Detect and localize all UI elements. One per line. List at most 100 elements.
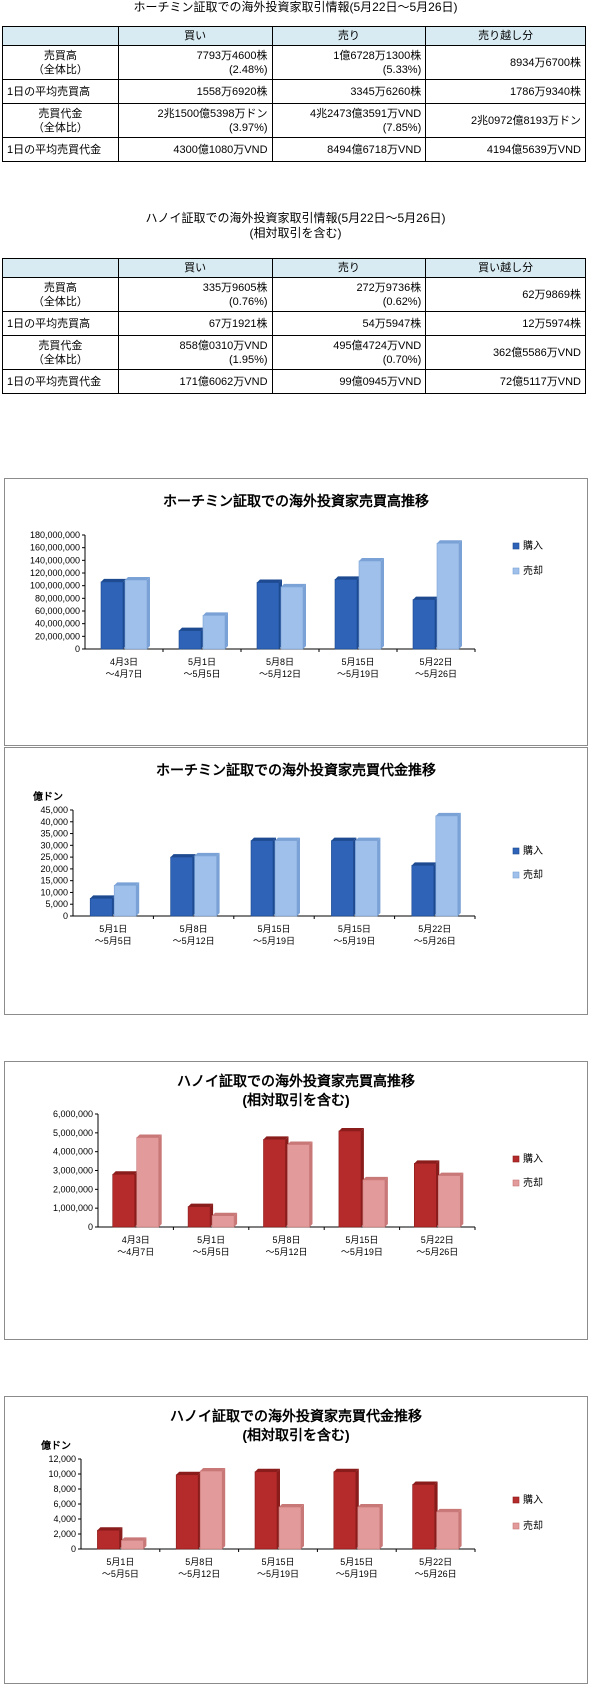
sell-bar-top — [287, 1141, 313, 1145]
hn-trade-table: 買い 売り 買い越し分 売買高 （全体比） 335万9605株 (0.76%) 272万97… — [2, 258, 586, 394]
legend-swatch — [512, 847, 520, 855]
x-category-label: ～5月5日 — [183, 669, 220, 679]
sell-bar-side — [143, 1537, 147, 1549]
y-tick-label: 0 — [71, 1544, 76, 1554]
sell-bar — [194, 855, 217, 917]
sell-bar-side — [381, 557, 384, 649]
sell-bar-side — [457, 812, 461, 916]
header-blank — [2, 258, 119, 278]
sell-bar-top — [125, 576, 150, 580]
sell-bar-side — [158, 1134, 162, 1227]
sell-cell: 272万9736株 (0.62%) — [271, 277, 427, 312]
sell-bar-side — [460, 1172, 464, 1227]
sell-bar-top — [362, 1176, 388, 1180]
hcm-value-chart: ホーチミン証取での海外投資家売買代金推移 0 5,000 10,000 15,000 2… — [4, 747, 588, 1015]
buy-value: 4300億1080万VND — [173, 143, 268, 156]
buy-value: (2.48%) — [229, 63, 268, 76]
table-header-row: 買い 売り 売り越し分 — [2, 26, 586, 46]
buy-bar — [413, 1163, 437, 1228]
column-header: 売り越し分 — [425, 26, 586, 46]
x-category-label: 5月15日 — [340, 1557, 373, 1567]
y-tick-label: 40,000 — [40, 817, 68, 827]
sell-bar-top — [357, 1504, 383, 1507]
y-tick-label: 1,000,000 — [53, 1203, 93, 1213]
row-label-line: 売買高 — [43, 281, 77, 294]
buy-bar-top — [335, 576, 360, 580]
legend-swatch — [512, 1155, 520, 1163]
buy-bar-top — [251, 837, 276, 841]
y-tick-label: 20,000 — [40, 864, 68, 874]
column-header: 売り — [271, 26, 427, 46]
sell-bar-top — [194, 852, 220, 856]
x-category-label: 5月15日 — [345, 1235, 378, 1245]
sell-bar — [199, 1470, 223, 1550]
buy-bar — [97, 1529, 120, 1550]
legend-swatch — [512, 567, 520, 575]
sell-bar-top — [114, 882, 140, 886]
hn-value-chart: ハノイ証取での海外投資家売買代金推移 (相対取引を含む) 0 2,000 4,000… — [4, 1396, 588, 1684]
x-category-label: ～5月19日 — [257, 1569, 299, 1579]
buy-value: 335万9605株 — [202, 281, 268, 294]
buy-bar-top — [170, 854, 196, 858]
row-label-line: 売買高 — [43, 49, 77, 62]
net-cell: 1786万9340株 — [425, 79, 586, 104]
x-category-label: 5月8日 — [180, 924, 208, 934]
buy-bar-top — [97, 1527, 123, 1531]
table-row: 売買高 （全体比） 7793万4600株 (2.48%) 1億6728万1300株 (5.… — [2, 45, 586, 80]
sell-bar — [278, 1506, 302, 1550]
x-category-label: 5月1日 — [188, 657, 216, 667]
sell-value: 3345万6260株 — [350, 85, 422, 98]
hcm-volume-chart: ホーチミン証取での海外投資家売買高推移 0 20,000,000 40,000,00… — [4, 478, 588, 746]
buy-bar-top — [338, 1127, 364, 1131]
row-label-line: 1日の平均売買高 — [7, 85, 91, 98]
buy-value: 7793万4600株 — [196, 49, 268, 62]
y-tick-label: 10,000 — [40, 887, 68, 897]
buy-bar — [331, 840, 354, 917]
net-cell: 62万9869株 — [425, 277, 586, 312]
table-row: 売買高 （全体比） 335万9605株 (0.76%) 272万9736株 (0.62%)… — [2, 277, 586, 312]
y-tick-label: 8,000 — [53, 1484, 76, 1494]
legend-swatch — [512, 1496, 520, 1504]
row-label-line: （全体比） — [32, 353, 88, 366]
hn-table-title-line1: ハノイ証取での海外投資家取引情報(5月22日～5月26日) — [145, 211, 446, 225]
chart-title: ホーチミン証取での海外投資家売買高推移 — [163, 493, 429, 509]
sell-bar-side — [303, 583, 306, 649]
buy-cell: 67万1921株 — [117, 311, 273, 336]
y-tick-label: 3,000,000 — [53, 1166, 93, 1176]
x-category-label: ～5月12日 — [259, 669, 301, 679]
sell-bar-top — [281, 583, 306, 587]
legend-swatch — [512, 542, 520, 550]
y-tick-label: 45,000 — [40, 805, 68, 815]
y-tick-label: 20,000,000 — [35, 631, 80, 641]
row-label-line: （全体比） — [32, 121, 88, 134]
buy-cell: 7793万4600株 (2.48%) — [117, 45, 273, 80]
y-tick-label: 5,000,000 — [53, 1128, 93, 1138]
table-row: 1日の平均売買高 67万1921株 54万5947株 12万5974株 — [2, 311, 586, 336]
net-cell: 12万5974株 — [425, 311, 586, 336]
x-category-label: ～5月5日 — [193, 1247, 230, 1257]
sell-bar-top — [355, 837, 381, 841]
buy-cell: 858億0310万VND (1.95%) — [117, 335, 273, 370]
buy-bar-top — [333, 1468, 359, 1472]
chart-title-line2: (相対取引を含む) — [242, 1092, 350, 1108]
sell-bar-top — [436, 1508, 462, 1512]
x-category-label: 4月3日 — [110, 657, 138, 667]
column-header: 売り — [271, 258, 427, 278]
legend-label: 購入 — [523, 1152, 543, 1165]
x-category-label: ～5月12日 — [173, 936, 215, 946]
sell-value: 272万9736株 — [356, 281, 422, 294]
row-label: 1日の平均売買高 — [2, 79, 119, 104]
sell-bar-side — [309, 1141, 313, 1227]
buy-bar — [187, 1206, 211, 1228]
buy-bar — [112, 1173, 135, 1228]
x-category-label: 5月22日 — [421, 1235, 454, 1245]
table-row: 1日の平均売買高 1558万6920株 3345万6260株 1786万9340株 — [2, 79, 586, 104]
x-category-label: ～5月19日 — [341, 1247, 383, 1257]
chart-plot-svg: 0 2,000 4,000 6,000 8,000 10,000 12,000 億ドン 5月1日… — [41, 1439, 543, 1579]
row-label: 売買代金 （全体比） — [2, 335, 119, 370]
sell-bar-side — [297, 837, 300, 916]
x-category-label: 4月3日 — [122, 1235, 150, 1245]
sell-bar-side — [136, 882, 140, 916]
buy-bar-top — [331, 837, 357, 841]
buy-bar-top — [101, 578, 126, 582]
